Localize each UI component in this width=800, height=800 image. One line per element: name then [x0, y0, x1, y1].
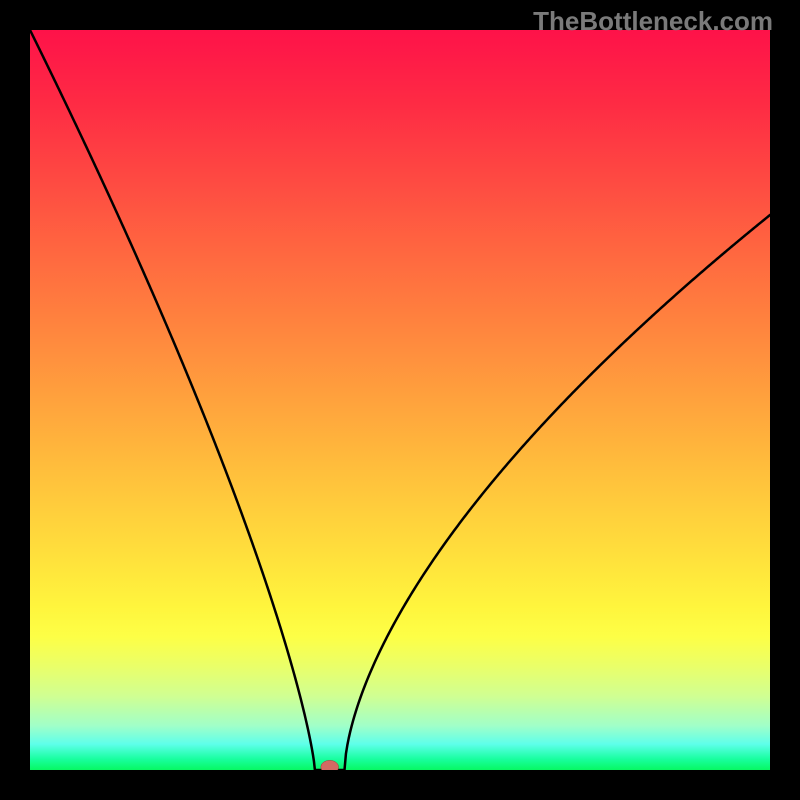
chart-background [30, 30, 770, 770]
bottleneck-chart [30, 30, 770, 770]
watermark-text: TheBottleneck.com [533, 6, 773, 37]
